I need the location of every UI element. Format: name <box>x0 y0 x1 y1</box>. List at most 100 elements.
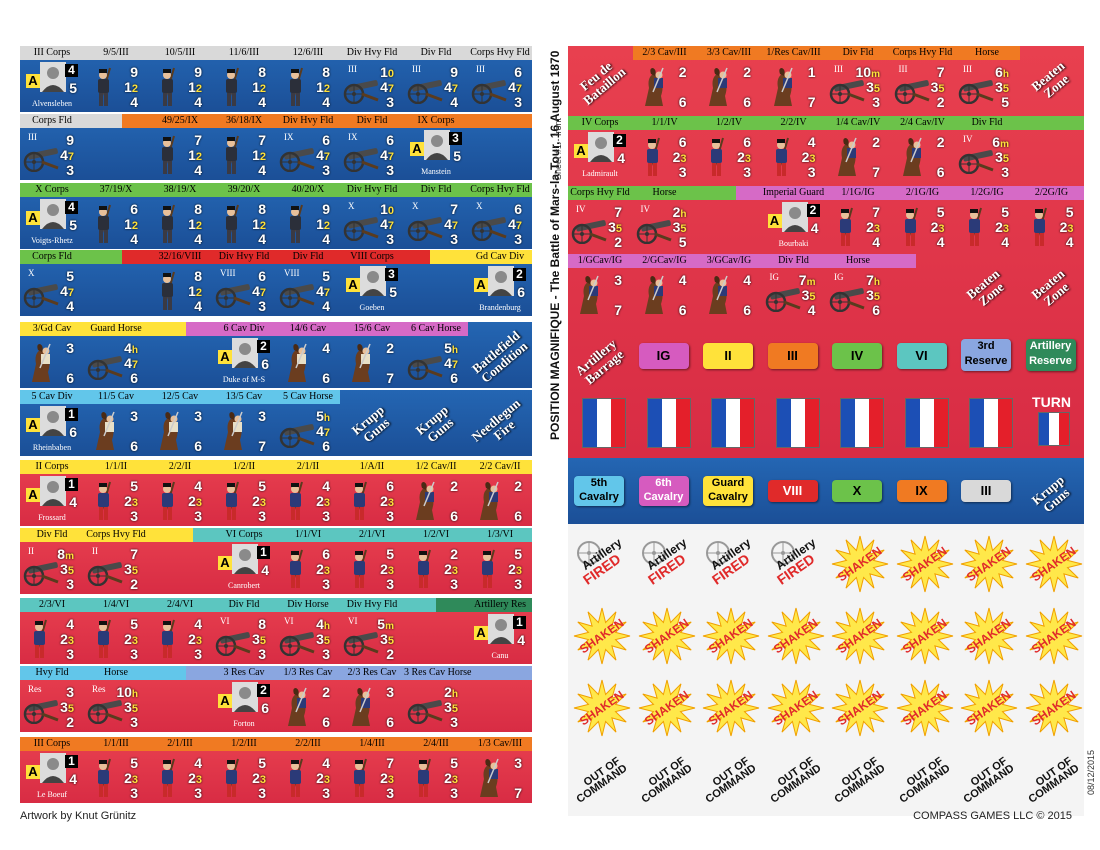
shaken-marker[interactable]: SHAKEN <box>828 532 892 596</box>
unit-counter[interactable]: 10/5/III 9 12 4 <box>148 46 212 110</box>
shaken-marker[interactable]: SHAKEN <box>635 604 699 668</box>
unit-counter[interactable]: 36/18/IX 7 12 4 <box>212 114 276 178</box>
corps-chip[interactable]: VIII <box>767 480 818 502</box>
unit-counter[interactable]: 1/4 Cav/IV 2 7 <box>826 116 890 180</box>
unit-counter[interactable]: Div Fld III 10m 35 3 <box>826 46 890 110</box>
unit-counter[interactable]: 1/2/III 5 23 3 <box>212 737 276 801</box>
leader-counter[interactable]: Gd Cav Div A 2 6 Brandenburg <box>468 250 532 314</box>
shaken-marker[interactable]: SHAKEN <box>957 604 1021 668</box>
leader-counter[interactable]: IX Corps A 3 5 Manstein <box>404 114 468 178</box>
unit-counter[interactable]: 1/A/II 6 23 3 <box>340 460 404 524</box>
unit-counter[interactable]: Div Fld X 7 47 3 <box>404 183 468 247</box>
unit-counter[interactable]: Div Fld IX 6 47 3 <box>340 114 404 178</box>
unit-counter[interactable]: 5 Cav Horse 5h 47 6 <box>276 390 340 454</box>
unit-counter[interactable]: 1/2 Cav/II 2 6 <box>404 460 468 524</box>
shaken-marker[interactable]: SHAKEN <box>764 604 828 668</box>
french-flag-icon[interactable] <box>904 398 949 448</box>
corps-chip[interactable]: II <box>703 343 753 369</box>
corps-chip[interactable]: Guard Cavalry <box>703 476 753 506</box>
corps-chip[interactable]: III <box>961 480 1011 502</box>
unit-counter[interactable]: 1/1G/IG 7 23 4 <box>826 186 890 250</box>
unit-counter[interactable]: 12/6/III 8 12 4 <box>276 46 340 110</box>
unit-counter[interactable]: 1/Res Cav/III 1 7 <box>762 46 826 110</box>
corps-chip[interactable]: IG <box>638 343 689 369</box>
unit-counter[interactable]: 3/3 Cav/III 2 6 <box>697 46 761 110</box>
shaken-marker[interactable]: SHAKEN <box>1022 676 1086 740</box>
shaken-marker[interactable]: SHAKEN <box>893 532 957 596</box>
shaken-marker[interactable]: SHAKEN <box>764 676 828 740</box>
unit-counter[interactable]: 32/16/VIII 8 12 4 <box>148 250 212 314</box>
unit-counter[interactable]: 37/19/X 6 12 4 <box>84 183 148 247</box>
unit-counter[interactable]: 40/20/X 9 12 4 <box>276 183 340 247</box>
unit-counter[interactable]: 49/25/IX 7 12 4 <box>148 114 212 178</box>
unit-counter[interactable]: 2/3/VI 4 23 3 <box>20 598 84 662</box>
unit-counter[interactable]: Corps Hvy Fld III 7 35 2 <box>891 46 955 110</box>
marker-label[interactable]: Beaten Zone <box>1020 46 1084 110</box>
unit-counter[interactable]: 2/4/III 5 23 3 <box>404 737 468 801</box>
artillery-fired-marker[interactable]: Artillery FIRED <box>764 532 828 596</box>
shaken-marker[interactable]: SHAKEN <box>1022 604 1086 668</box>
unit-counter[interactable]: 1/2G/IG 5 23 4 <box>955 186 1019 250</box>
unit-counter[interactable]: 3/GCav/IG 4 6 <box>697 254 761 318</box>
unit-counter[interactable]: 2/2/III 4 23 3 <box>276 737 340 801</box>
corps-chip[interactable]: III <box>767 343 818 369</box>
shaken-marker[interactable]: SHAKEN <box>828 676 892 740</box>
artillery-fired-marker[interactable]: Artillery FIRED <box>570 532 634 596</box>
out-of-command-marker[interactable]: OUT OF COMMAND <box>893 748 957 812</box>
unit-counter[interactable]: Div Hvy Fld IX 6 47 3 <box>276 114 340 178</box>
shaken-marker[interactable]: SHAKEN <box>957 676 1021 740</box>
unit-counter[interactable]: 2/2/IV 4 23 3 <box>762 116 826 180</box>
unit-counter[interactable]: 2/4/VI 4 23 3 <box>148 598 212 662</box>
unit-counter[interactable]: Corps Hvy Fld III 6 47 3 <box>468 46 532 110</box>
shaken-marker[interactable]: SHAKEN <box>570 604 634 668</box>
marker-label[interactable]: Needlegun Fire <box>468 390 532 454</box>
unit-counter[interactable]: 11/5 Cav 3 6 <box>84 390 148 454</box>
out-of-command-marker[interactable]: OUT OF COMMAND <box>635 748 699 812</box>
unit-counter[interactable]: Guard Horse 4h 47 6 <box>84 322 148 386</box>
unit-counter[interactable]: Horse III 6h 35 5 <box>955 46 1019 110</box>
unit-counter[interactable]: Div Fld VI 8 35 3 <box>212 598 276 662</box>
marker-label[interactable]: Krupp Guns <box>404 390 468 454</box>
corps-chip[interactable]: 6th Cavalry <box>638 476 689 506</box>
shaken-marker[interactable]: SHAKEN <box>893 604 957 668</box>
french-flag-icon[interactable] <box>711 398 755 448</box>
leader-counter[interactable]: Artillery Res A 1 4 Canu <box>468 598 532 662</box>
unit-counter[interactable]: 2/4 Cav/IV 2 6 <box>891 116 955 180</box>
shaken-marker[interactable]: SHAKEN <box>635 676 699 740</box>
unit-counter[interactable]: 9/5/III 9 12 4 <box>84 46 148 110</box>
unit-counter[interactable]: Horse IV 2h 35 5 <box>633 186 697 250</box>
corps-chip[interactable]: IX <box>896 480 947 502</box>
unit-counter[interactable]: Corps Fld III 9 47 3 <box>20 114 84 178</box>
unit-counter[interactable]: Corps Hvy Fld X 6 47 3 <box>468 183 532 247</box>
french-flag-icon[interactable] <box>969 398 1013 448</box>
unit-counter[interactable]: 1/2/II 5 23 3 <box>212 460 276 524</box>
out-of-command-marker[interactable]: OUT OF COMMAND <box>699 748 763 812</box>
shaken-marker[interactable]: SHAKEN <box>699 676 763 740</box>
unit-counter[interactable]: 12/5 Cav 3 6 <box>148 390 212 454</box>
unit-counter[interactable]: 3 Res Cav Horse 2h 35 3 <box>404 666 472 730</box>
unit-counter[interactable]: Div Fld IV 6m 35 3 <box>955 116 1019 180</box>
unit-counter[interactable]: Horse IG 7h 35 6 <box>826 254 890 318</box>
corps-chip[interactable]: 3rd Reserve <box>961 339 1011 371</box>
unit-counter[interactable]: Horse Res 10h 35 3 <box>84 666 148 730</box>
unit-counter[interactable]: 1/3/VI 5 23 3 <box>468 528 532 592</box>
artillery-fired-marker[interactable]: Artillery FIRED <box>635 532 699 596</box>
leader-counter[interactable]: 6 Cav Div A 2 6 Duke of M-S <box>212 322 276 386</box>
unit-counter[interactable]: Corps Fld X 5 47 4 <box>20 250 84 314</box>
leader-counter[interactable]: Imperial Guard A 2 4 Bourbaki <box>762 186 826 250</box>
unit-counter[interactable]: 13/5 Cav 3 7 <box>212 390 276 454</box>
unit-counter[interactable]: 1/1/III 5 23 3 <box>84 737 148 801</box>
unit-counter[interactable]: Div Fld IG 7m 35 4 <box>762 254 826 318</box>
unit-counter[interactable]: 1/4/VI 5 23 3 <box>84 598 148 662</box>
unit-counter[interactable]: 1/2/VI 2 23 3 <box>404 528 468 592</box>
unit-counter[interactable]: Div Fld III 9 47 4 <box>404 46 468 110</box>
unit-counter[interactable]: 2/3 Res Cav 3 6 <box>340 666 404 730</box>
leader-counter[interactable]: VIII Corps A 3 5 Goeben <box>340 250 404 314</box>
corps-chip[interactable]: IV <box>832 343 882 369</box>
unit-counter[interactable]: 2/2G/IG 5 23 4 <box>1020 186 1084 250</box>
unit-counter[interactable]: 1/1/VI 6 23 3 <box>276 528 340 592</box>
unit-counter[interactable]: 3/Gd Cav 3 6 <box>20 322 84 386</box>
unit-counter[interactable]: Div Hvy Fld VIII 6 47 3 <box>212 250 276 314</box>
unit-counter[interactable]: 39/20/X 8 12 4 <box>212 183 276 247</box>
marker-label[interactable]: Beaten Zone <box>955 254 1019 318</box>
